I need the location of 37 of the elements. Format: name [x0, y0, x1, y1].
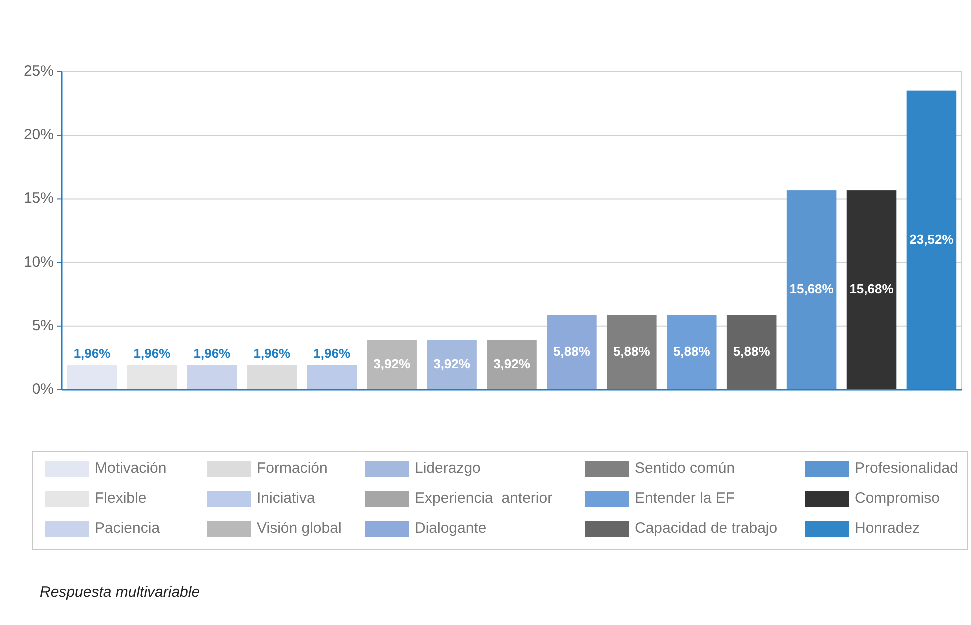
legend-label: Liderazgo	[415, 460, 481, 477]
legend-label: Flexible	[95, 490, 147, 507]
legend-label: Compromiso	[855, 490, 940, 507]
data-label: 1,96%	[194, 346, 232, 362]
legend-label: Dialogante	[415, 520, 487, 537]
y-tick-label: 5%	[32, 317, 54, 334]
legend-label: Iniciativa	[257, 490, 316, 507]
data-label: 1,96%	[314, 346, 351, 362]
y-tick-label: 15%	[24, 190, 54, 208]
legend-label: Entender la EF	[635, 490, 736, 507]
data-label: 5,88%	[613, 344, 651, 360]
data-label: 15,68%	[790, 282, 834, 297]
data-label: 5,88%	[554, 344, 591, 360]
data-label: 1,96%	[74, 346, 112, 362]
y-tick-label: 10%	[24, 254, 54, 271]
data-label: 1,96%	[254, 346, 292, 362]
data-label: 15,68%	[850, 282, 894, 297]
legend-label: Paciencia	[95, 520, 161, 537]
text: Respuesta multivariable	[40, 584, 200, 601]
legend-label: Honradez	[855, 520, 920, 537]
data-label: 23,52%	[910, 232, 954, 247]
y-tick-label: 0%	[32, 380, 54, 398]
data-label: 3,92%	[494, 356, 531, 372]
legend-label: Profesionalidad	[855, 460, 958, 477]
data-label: 5,88%	[673, 344, 711, 360]
data-label: 3,92%	[434, 356, 471, 372]
legend-label: Sentido común	[635, 460, 736, 477]
data-label: 5,88%	[733, 344, 771, 360]
data-label: 3,92%	[374, 356, 411, 372]
legend-label: Visión global	[257, 520, 342, 537]
legend-label: Experiencia anterior	[415, 490, 553, 507]
legend-label: Motivación	[95, 460, 167, 477]
legend-label: Formación	[257, 460, 328, 477]
legend-label: Capacidad de trabajo	[635, 520, 778, 537]
y-tick-label: 25%	[24, 62, 54, 80]
y-tick-label: 20%	[24, 126, 54, 144]
data-label: 1,96%	[134, 346, 172, 362]
